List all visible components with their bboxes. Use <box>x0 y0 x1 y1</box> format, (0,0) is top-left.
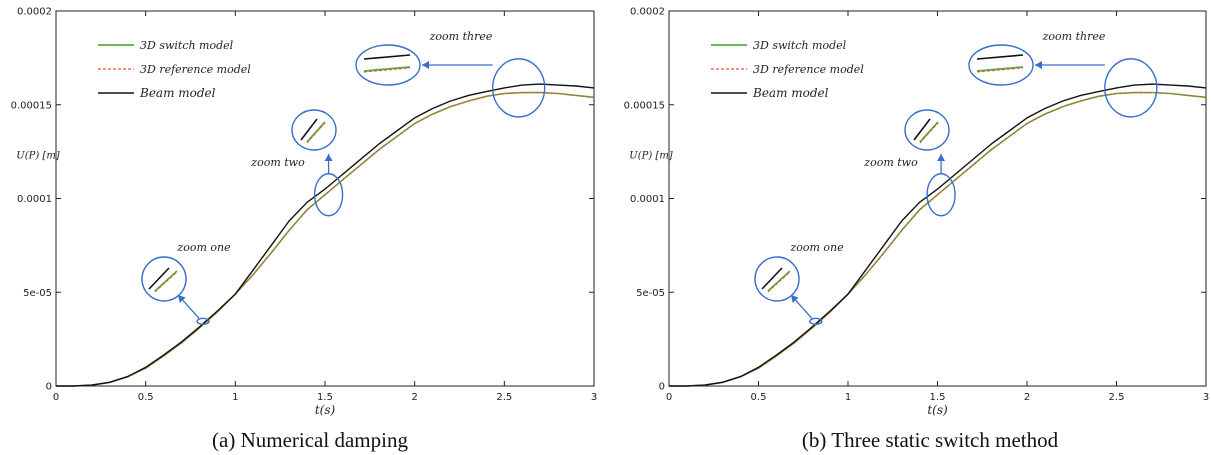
series-line-2 <box>669 83 1207 387</box>
zoom-beam-segment <box>300 118 318 141</box>
zoom-ellipse-small <box>809 317 823 326</box>
legend-label-1: 3D reference model <box>753 63 864 76</box>
zoom-switch-segment <box>919 121 939 143</box>
zoom-beam-segment <box>148 267 170 290</box>
legend-label-2: Beam model <box>752 86 829 100</box>
x-tick-label: 1.5 <box>930 392 946 403</box>
y-tick-label: 0.00015 <box>11 100 52 111</box>
zoom-switch-segment <box>767 270 791 292</box>
x-axis-label: t(s) <box>927 403 948 417</box>
legend-label-1: 3D reference model <box>140 63 251 76</box>
y-tick-label: 0.0001 <box>17 194 52 205</box>
x-tick-label: 2.5 <box>496 392 512 403</box>
zoom-reference-segment <box>306 122 326 144</box>
legend-label-2: Beam model <box>139 86 216 100</box>
x-tick-label: 3 <box>591 392 597 403</box>
x-tick-label: 2 <box>1024 392 1030 403</box>
zoom-label-0: zoom one <box>789 241 844 254</box>
zoom-label-2: zoom three <box>1042 30 1106 43</box>
plot-frame <box>668 10 1207 387</box>
zoom-reference-segment <box>976 67 1024 73</box>
zoom-ellipse-big <box>754 256 800 302</box>
zoom-label-1: zoom two <box>863 156 918 169</box>
zoom-arrow-head <box>422 61 429 69</box>
y-tick-label: 0.0001 <box>630 194 665 205</box>
zoom-callout-2: zoom three <box>968 30 1158 118</box>
zoom-callout-1: zoom two <box>863 109 956 217</box>
legend-label-0: 3D switch model <box>753 39 847 52</box>
zoom-label-1: zoom two <box>250 156 305 169</box>
zoom-ellipse-small <box>313 173 344 217</box>
zoom-ellipse-big <box>291 109 337 151</box>
y-tick-label: 5e-05 <box>23 288 52 299</box>
y-axis-label: U(P) [m] <box>629 151 673 162</box>
x-tick-label: 0 <box>53 392 59 403</box>
zoom-callout-1: zoom two <box>250 109 344 217</box>
zoom-label-2: zoom three <box>429 30 493 43</box>
y-tick-label: 0.0002 <box>630 7 665 18</box>
zoom-ellipse-big <box>141 256 187 302</box>
zoom-ellipse-small <box>926 173 956 217</box>
y-tick-label: 0 <box>46 382 52 393</box>
x-axis-label: t(s) <box>315 403 336 417</box>
zoom-callout-0: zoom one <box>754 241 844 326</box>
chart-panel-1: 0 0.5 1 1.5 2 2.5 3 0 5e-05 0.0001 0.00015 0.0002 t(… <box>624 7 1210 418</box>
zoom-beam-segment <box>913 118 931 141</box>
x-tick-label: 0.5 <box>138 392 154 403</box>
y-tick-label: 5e-05 <box>636 288 665 299</box>
y-axis-label: U(P) [m] <box>16 151 60 162</box>
y-tick-label: 0 <box>659 382 665 393</box>
zoom-ellipse-big <box>904 109 950 151</box>
zoom-reference-segment <box>363 67 411 73</box>
zoom-reference-segment <box>919 122 939 144</box>
zoom-callout-0: zoom one <box>141 241 231 326</box>
zoom-callout-2: zoom three <box>355 30 546 118</box>
zoom-ellipse-big <box>968 44 1034 86</box>
zoom-beam-segment <box>976 54 1024 60</box>
zoom-arrow-head <box>1035 61 1042 69</box>
zoom-ellipse-small <box>196 317 210 326</box>
y-tick-label: 0.0002 <box>17 7 52 18</box>
x-tick-label: 0 <box>666 392 672 403</box>
caption-b: (b) Three static switch method <box>801 428 1059 452</box>
series-line-2 <box>56 83 595 387</box>
caption-a: (a) Numerical damping <box>212 428 408 452</box>
zoom-switch-segment <box>363 66 411 72</box>
legend-label-0: 3D switch model <box>140 39 234 52</box>
x-tick-label: 3 <box>1203 392 1209 403</box>
zoom-beam-segment <box>761 267 783 290</box>
chart-panel-0: 0 0.5 1 1.5 2 2.5 3 0 5e-05 0.0001 0.00015 0.0002 t(… <box>11 7 598 418</box>
plot-frame <box>55 10 595 387</box>
x-tick-label: 1.5 <box>317 392 333 403</box>
x-tick-label: 1 <box>845 392 851 403</box>
x-tick-label: 1 <box>232 392 238 403</box>
zoom-ellipse-small <box>491 58 546 118</box>
x-tick-label: 0.5 <box>751 392 767 403</box>
x-tick-label: 2.5 <box>1109 392 1125 403</box>
zoom-label-0: zoom one <box>176 241 231 254</box>
zoom-arrow-head <box>324 154 333 161</box>
zoom-switch-segment <box>306 121 326 143</box>
zoom-arrow-head <box>937 154 946 161</box>
zoom-arrow-head <box>178 295 186 303</box>
zoom-ellipse-small <box>1104 58 1158 118</box>
series-line-1 <box>56 92 595 387</box>
zoom-ellipse-big <box>355 44 421 86</box>
x-tick-label: 2 <box>411 392 417 403</box>
series-line-1 <box>669 92 1207 387</box>
zoom-switch-segment <box>154 270 178 292</box>
y-tick-label: 0.00015 <box>624 100 665 111</box>
zoom-arrow-head <box>791 295 799 303</box>
zoom-beam-segment <box>363 54 411 60</box>
zoom-switch-segment <box>976 66 1024 72</box>
